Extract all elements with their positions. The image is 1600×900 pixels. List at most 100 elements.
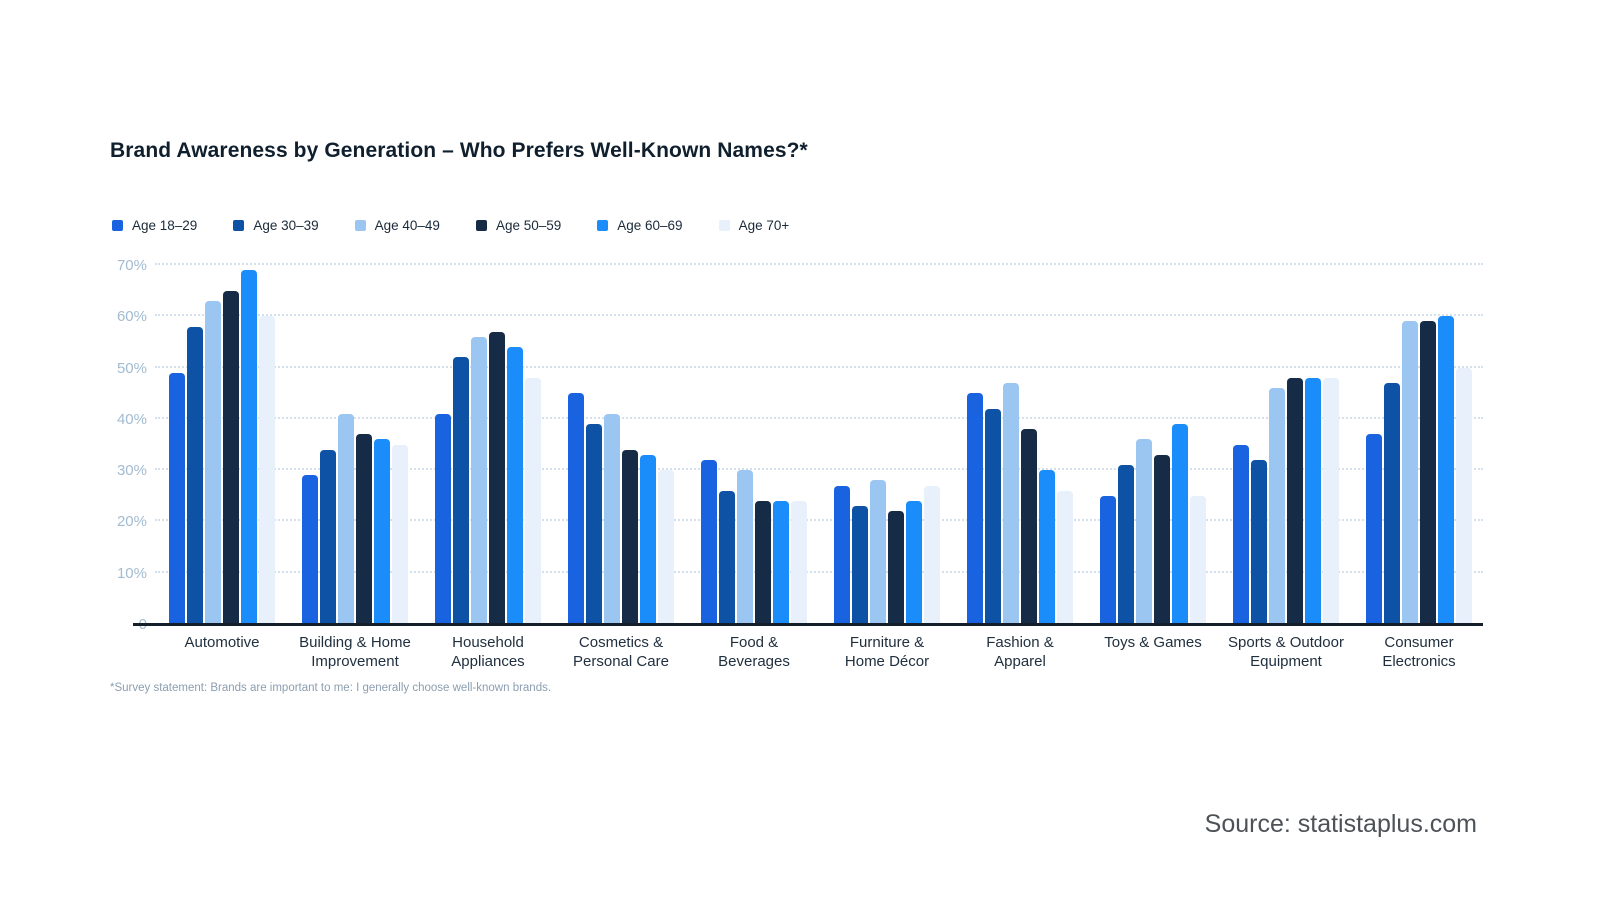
- bar-group: [568, 265, 674, 624]
- legend-item: Age 18–29: [112, 218, 197, 233]
- bar: [586, 424, 602, 624]
- bar: [985, 408, 1001, 624]
- gridline: [155, 365, 1483, 368]
- bar: [719, 490, 735, 624]
- bar: [1118, 465, 1134, 624]
- bar: [489, 331, 505, 624]
- bar: [1057, 490, 1073, 624]
- bar-group: [435, 265, 541, 624]
- x-axis-category-label: Sports & Outdoor Equipment: [1228, 634, 1344, 670]
- bar: [1305, 377, 1321, 624]
- bar-group: [834, 265, 940, 624]
- x-axis-category-label: Household Appliances: [451, 634, 525, 670]
- gridline: [155, 263, 1483, 265]
- bar: [1233, 444, 1249, 624]
- x-axis-category-label: Furniture & Home Décor: [844, 634, 930, 670]
- x-axis-category-label: Fashion & Apparel: [986, 634, 1054, 670]
- bar: [755, 500, 771, 624]
- x-axis-category-label: Automotive: [184, 634, 260, 651]
- bar: [525, 377, 541, 624]
- bar: [223, 290, 239, 624]
- bar: [1021, 429, 1037, 624]
- bar-group: [1366, 265, 1472, 624]
- y-axis-tick-label: 20%: [116, 513, 147, 531]
- bar: [435, 413, 451, 624]
- bar: [259, 316, 275, 624]
- bar: [392, 444, 408, 624]
- bar: [640, 454, 656, 624]
- x-axis-category-label: Cosmetics & Personal Care: [573, 634, 669, 670]
- legend-swatch-icon: [233, 220, 245, 231]
- y-axis-tick-label: 30%: [116, 462, 147, 480]
- bar: [453, 357, 469, 624]
- x-axis-category-label: Toys & Games: [1104, 634, 1202, 651]
- bar: [622, 449, 638, 624]
- y-axis-tick-label: 10%: [116, 564, 147, 582]
- bar: [773, 500, 789, 624]
- y-axis-tick-label: 70%: [116, 257, 147, 274]
- x-axis-category-label: Consumer Electronics: [1382, 634, 1456, 670]
- bar: [924, 485, 940, 624]
- bar: [169, 372, 185, 624]
- bar: [205, 300, 221, 624]
- bar: [1172, 424, 1188, 624]
- bar: [1456, 367, 1472, 624]
- legend-item: Age 30–39: [233, 218, 319, 233]
- bar: [834, 485, 850, 624]
- legend-swatch-icon: [475, 220, 487, 231]
- legend-label: Age 30–39: [253, 218, 319, 233]
- gridline: [155, 519, 1483, 522]
- bar: [1003, 382, 1019, 624]
- legend-label: Age 60–69: [617, 218, 683, 233]
- bar: [338, 413, 354, 624]
- bar: [870, 480, 886, 624]
- gridline: [155, 314, 1483, 317]
- legend-label: Age 70+: [738, 218, 790, 233]
- legend-label: Age 50–59: [495, 218, 562, 233]
- bar: [1039, 470, 1055, 624]
- bar-group: [967, 265, 1073, 624]
- legend-swatch-icon: [597, 220, 609, 231]
- legend-swatch-icon: [718, 220, 730, 231]
- y-axis-tick-label: 40%: [116, 410, 147, 428]
- chart-title: Brand Awareness by Generation – Who Pref…: [110, 139, 808, 162]
- bar: [967, 393, 983, 624]
- bar: [187, 326, 203, 624]
- bar: [507, 347, 523, 624]
- bar: [906, 500, 922, 624]
- bar: [1251, 459, 1267, 624]
- bar: [852, 506, 868, 624]
- gridline: [155, 416, 1483, 419]
- gridline: [155, 570, 1483, 573]
- bar: [302, 475, 318, 624]
- x-axis-category-label: Building & Home Improvement: [299, 634, 411, 670]
- bar: [471, 336, 487, 624]
- y-axis-tick-label: 60%: [116, 308, 147, 326]
- bar: [1136, 439, 1152, 624]
- survey-footnote: *Survey statement: Brands are important …: [110, 682, 552, 694]
- bar-group: [701, 265, 807, 624]
- bar: [568, 393, 584, 624]
- bar: [1323, 377, 1339, 624]
- bar-group: [1233, 265, 1339, 624]
- legend-item: Age 50–59: [475, 218, 562, 233]
- bar: [888, 511, 904, 624]
- legend-label: Age 40–49: [374, 218, 440, 233]
- source-credit: Source: statistaplus.com: [1204, 810, 1477, 838]
- legend-swatch-icon: [112, 220, 123, 231]
- legend-item: Age 70+: [718, 218, 790, 233]
- x-axis-baseline: [133, 622, 1483, 626]
- bar: [701, 459, 717, 624]
- y-axis-tick-label: 50%: [116, 359, 147, 377]
- bar: [1384, 382, 1400, 624]
- bar: [356, 434, 372, 624]
- bar: [658, 470, 674, 624]
- bar-group: [1100, 265, 1206, 624]
- bar: [1190, 495, 1206, 624]
- plot-area: 010%20%30%40%50%60%70% AutomotiveBuildin…: [117, 257, 1483, 670]
- bar: [1100, 495, 1116, 624]
- bar: [1287, 377, 1303, 624]
- bar-group: [302, 265, 408, 624]
- x-axis-category-label: Food & Beverages: [718, 634, 790, 670]
